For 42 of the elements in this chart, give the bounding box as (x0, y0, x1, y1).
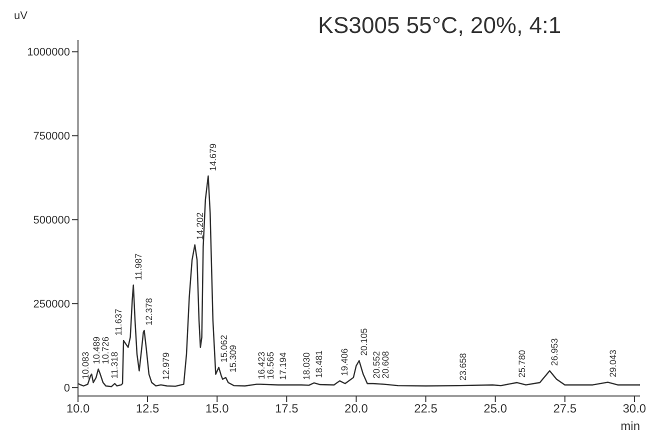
annotation: 10.083 (80, 352, 90, 380)
annotation: 16.565 (266, 352, 276, 380)
y-tick-label: 250000 (33, 298, 70, 311)
x-tick-label: 22.5 (414, 402, 438, 416)
annotation: 18.481 (314, 350, 324, 378)
y-axis-title: uV (14, 10, 28, 22)
annotation: 11.987 (133, 253, 144, 280)
annotation: 25.780 (517, 350, 528, 378)
y-tick-label: 1000000 (27, 46, 70, 59)
x-axis-title: min (620, 419, 640, 433)
annotation: 18.030 (301, 352, 312, 380)
annotation: 17.194 (278, 352, 288, 380)
y-tick-label: 750000 (33, 130, 70, 143)
x-tick-label: 30.0 (622, 402, 646, 416)
x-tick-label: 20.0 (344, 402, 368, 416)
x-tick-label: 25.0 (484, 402, 508, 416)
annotation: 23.658 (458, 353, 468, 381)
annotation: 14.202 (194, 212, 205, 240)
annotation: 14.679 (208, 143, 218, 172)
y-tick-label: 500000 (33, 214, 70, 227)
x-tick-label: 27.5 (553, 402, 577, 416)
annotation: 20.552 (372, 351, 382, 379)
annotation: 19.406 (340, 348, 350, 376)
annotation: 15.309 (228, 344, 238, 373)
x-tick-label: 17.5 (274, 402, 299, 416)
chart-title: KS3005 55°C, 20%, 4:1 (318, 12, 562, 39)
annotation: 10.489 (92, 336, 102, 364)
annotation: 26.953 (550, 338, 560, 366)
annotation: 29.043 (608, 350, 618, 378)
annotation: 11.637 (114, 308, 124, 336)
annotation: 12.979 (160, 352, 171, 380)
x-tick-label: 10.0 (66, 402, 90, 416)
annotation: 11.318 (110, 352, 120, 379)
annotation: 15.062 (218, 334, 229, 362)
annotation: 12.378 (144, 298, 154, 326)
annotation: 10.726 (100, 336, 111, 364)
annotation: 16.423 (256, 352, 267, 380)
x-tick-label: 15.0 (205, 402, 230, 416)
y-tick-label: 0 (64, 382, 70, 395)
annotation: 20.105 (359, 328, 370, 356)
x-tick-label: 12.5 (136, 402, 160, 416)
annotation: 20.608 (380, 351, 391, 379)
